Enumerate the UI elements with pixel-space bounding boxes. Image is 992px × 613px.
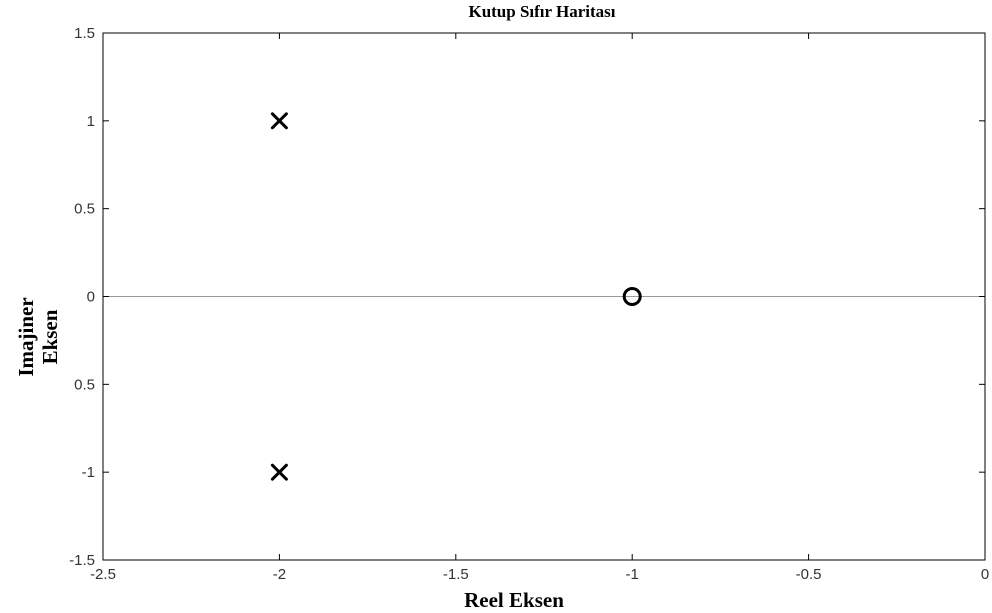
x-tick-label: -0.5 — [796, 566, 822, 583]
x-axis-title: Reel Eksen — [464, 588, 564, 612]
x-tick-label: -2.5 — [90, 566, 116, 583]
zero-marker — [622, 287, 642, 306]
x-tick-label: -1.5 — [443, 566, 469, 583]
y-axis-title-line-2: Eksen — [38, 309, 62, 364]
y-tick-label: 0.5 — [74, 376, 95, 393]
chart-title: Kutup Sıfır Haritası — [468, 2, 615, 21]
y-tick-label: 0.5 — [74, 201, 95, 218]
x-tick-label: 0 — [981, 566, 989, 583]
x-tick-label: -1 — [626, 566, 639, 583]
y-tick-label: -1.5 — [69, 552, 95, 569]
y-tick-label: -1 — [82, 464, 95, 481]
y-tick-label: 1 — [87, 113, 95, 130]
pole-marker — [270, 463, 288, 481]
x-tick-label: -2 — [273, 566, 286, 583]
y-tick-label: 0 — [87, 289, 95, 306]
y-tick-label: 1.5 — [74, 25, 95, 42]
plot-area: -2.5 -2 -1.5 -1 -0.5 0 1.5 1 0.5 0 0.5 -1 -1.5 — [69, 25, 989, 583]
y-axis-title-line-1: Imajiner — [14, 297, 38, 376]
pole-marker — [270, 112, 288, 130]
